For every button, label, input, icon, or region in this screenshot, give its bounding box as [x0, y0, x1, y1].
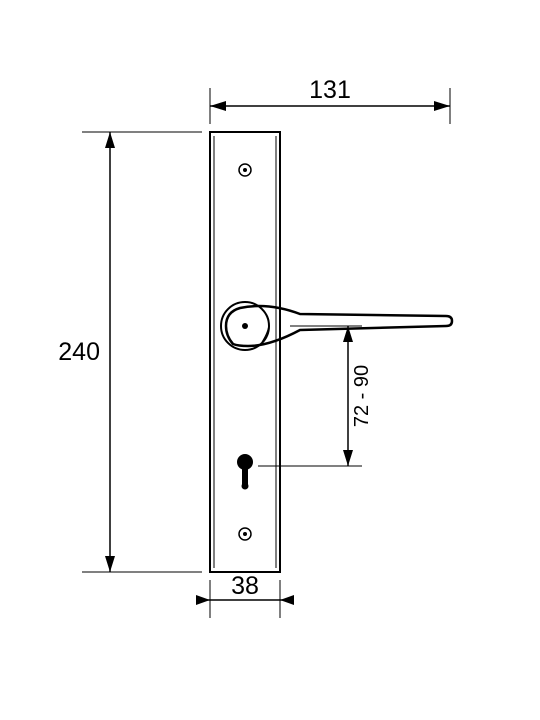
dimension-overall-height-label: 240: [58, 338, 100, 366]
dimension-plate-width: 38: [196, 572, 294, 618]
dimension-overall-height: 240: [58, 132, 202, 572]
dimension-overall-width: 131: [210, 76, 450, 124]
dimension-overall-width-label: 131: [309, 76, 351, 104]
dimension-plate-width-label: 38: [231, 572, 259, 600]
diagram-svg: 131 240: [0, 0, 540, 720]
technical-diagram: 131 240: [0, 0, 540, 720]
bottom-screw-hole: [239, 528, 251, 540]
backplate: [210, 132, 280, 572]
dimension-lever-to-keyhole-label: 72 - 90: [351, 365, 373, 427]
top-screw-hole: [239, 164, 251, 176]
